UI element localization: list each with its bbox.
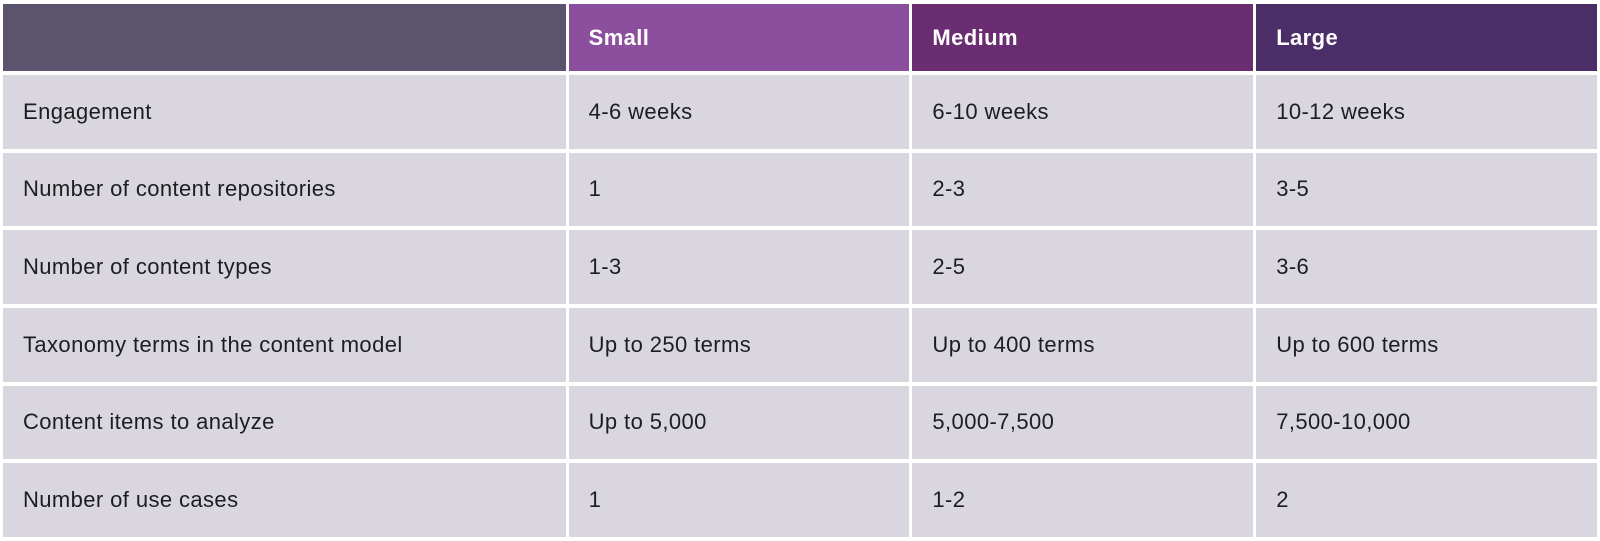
row-label: Engagement <box>3 75 566 149</box>
table-row: Content items to analyze Up to 5,000 5,000… <box>3 385 1597 460</box>
cell-small: 1 <box>568 152 910 227</box>
cell-large: 3-5 <box>1256 152 1597 227</box>
row-label: Taxonomy terms in the content model <box>3 307 566 382</box>
cell-small: 1-3 <box>568 230 910 304</box>
row-label: Number of use cases <box>3 463 566 537</box>
table-row: Number of use cases 1 1-2 2 <box>3 463 1597 537</box>
cell-small: 4-6 weeks <box>568 75 910 149</box>
cell-small: Up to 5,000 <box>568 385 910 460</box>
row-label: Number of content repositories <box>3 152 566 227</box>
cell-large: 3-6 <box>1256 230 1597 304</box>
cell-large: 10-12 weeks <box>1256 75 1597 149</box>
cell-medium: 2-3 <box>912 152 1254 227</box>
cell-large: 7,500-10,000 <box>1256 385 1597 460</box>
table-row: Number of content types 1-3 2-5 3-6 <box>3 230 1597 304</box>
row-label: Number of content types <box>3 230 566 304</box>
column-header-medium: Medium <box>912 4 1254 71</box>
cell-medium: 2-5 <box>912 230 1254 304</box>
cell-medium: 1-2 <box>912 463 1254 537</box>
cell-small: 1 <box>568 463 910 537</box>
header-row: Small Medium Large <box>3 4 1597 71</box>
table-row: Taxonomy terms in the content model Up to… <box>3 307 1597 382</box>
column-header-small: Small <box>568 4 910 71</box>
row-label: Content items to analyze <box>3 385 566 460</box>
column-header-large: Large <box>1256 4 1597 71</box>
column-header-blank <box>3 4 566 71</box>
cell-medium: 5,000-7,500 <box>912 385 1254 460</box>
cell-medium: 6-10 weeks <box>912 75 1254 149</box>
table-row: Number of content repositories 1 2-3 3-5 <box>3 152 1597 227</box>
cell-large: Up to 600 terms <box>1256 307 1597 382</box>
cell-small: Up to 250 terms <box>568 307 910 382</box>
cell-medium: Up to 400 terms <box>912 307 1254 382</box>
cell-large: 2 <box>1256 463 1597 537</box>
table-row: Engagement 4-6 weeks 6-10 weeks 10-12 weeks <box>3 75 1597 149</box>
